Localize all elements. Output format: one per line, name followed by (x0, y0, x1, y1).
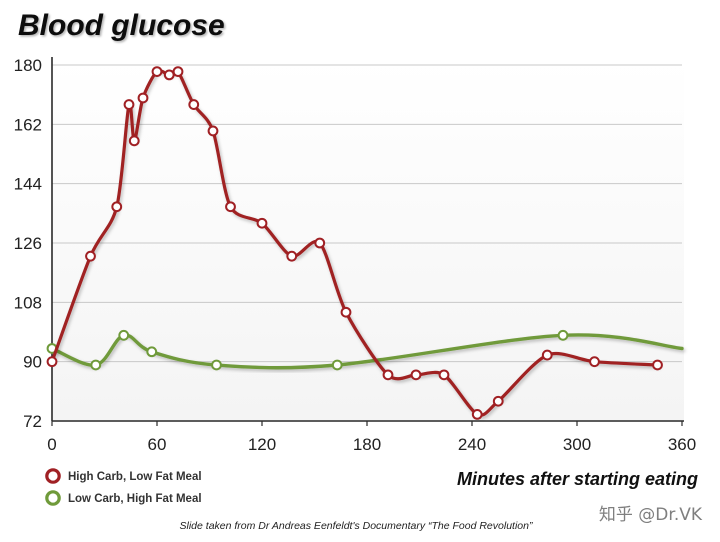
data-point-high-carb (652, 359, 663, 371)
y-tick-label: 144 (14, 175, 42, 194)
data-point-high-carb (471, 409, 483, 420)
data-point-high-carb (286, 250, 298, 262)
x-tick-label: 60 (148, 435, 167, 454)
y-tick-label: 126 (14, 234, 42, 253)
plot-area (52, 60, 684, 422)
data-point-low-carb (331, 359, 343, 371)
y-tick-label: 108 (14, 293, 42, 312)
data-point-low-carb (90, 359, 102, 371)
data-point-high-carb (128, 135, 140, 147)
data-point-high-carb (188, 99, 200, 110)
y-tick-label: 90 (23, 353, 42, 372)
data-point-high-carb (340, 306, 352, 318)
caption: Slide taken from Dr Andreas Eenfeldt's D… (180, 520, 533, 532)
data-point-low-carb (118, 329, 130, 341)
x-tick-label: 300 (563, 435, 591, 454)
data-point-high-carb (541, 349, 553, 361)
data-point-high-carb (123, 99, 135, 110)
data-point-low-carb (211, 359, 222, 371)
legend-marker-low-carb (45, 490, 61, 506)
data-point-high-carb (137, 92, 149, 104)
data-point-high-carb (85, 250, 96, 262)
data-point-high-carb (207, 125, 219, 137)
data-point-high-carb (151, 66, 163, 77)
x-tick-label: 120 (248, 435, 276, 454)
data-point-high-carb (492, 395, 504, 407)
gridlines (52, 64, 682, 363)
x-tick-labels: 0 60 120 180 240 300 360 (47, 435, 696, 454)
data-point-high-carb (46, 356, 58, 368)
y-tick-labels: 72 90 108 126 144 162 180 (14, 56, 42, 431)
y-tick-label: 180 (14, 56, 42, 75)
legend-marker-high-carb (45, 468, 61, 484)
x-axis-label: Minutes after starting eating (457, 469, 698, 489)
data-point-low-carb (146, 346, 158, 358)
legend-label-high-carb: High Carb, Low Fat Meal (68, 471, 202, 483)
x-tick-label: 240 (458, 435, 486, 454)
series-low-carb (46, 329, 684, 371)
legend-label-low-carb: Low Carb, High Fat Meal (68, 493, 202, 505)
data-point-low-carb (557, 329, 569, 341)
data-point-high-carb (438, 369, 450, 381)
data-point-high-carb (256, 217, 268, 229)
watermark-text: 知乎 @Dr.VK (599, 505, 703, 525)
y-tick-label: 162 (14, 115, 42, 134)
legend-item-high-carb: High Carb, Low Fat Meal (45, 468, 202, 484)
x-tick-label: 180 (353, 435, 381, 454)
series-high-carb (46, 66, 663, 420)
data-point-high-carb (314, 237, 326, 249)
legend-item-low-carb: Low Carb, High Fat Meal (45, 490, 202, 506)
legend: High Carb, Low Fat Meal Low Carb, High F… (45, 468, 202, 506)
data-point-high-carb (163, 69, 175, 81)
series-layer (46, 66, 684, 420)
data-point-high-carb (589, 356, 600, 368)
data-point-high-carb (111, 201, 123, 213)
data-point-high-carb (382, 369, 394, 381)
y-tick-label: 72 (23, 412, 42, 431)
x-tick-label: 360 (668, 435, 696, 454)
data-point-high-carb (410, 369, 422, 381)
data-point-high-carb (225, 201, 236, 213)
chart-title: Blood glucose (18, 9, 225, 42)
data-point-high-carb (172, 66, 184, 77)
x-tick-label: 0 (47, 435, 56, 454)
